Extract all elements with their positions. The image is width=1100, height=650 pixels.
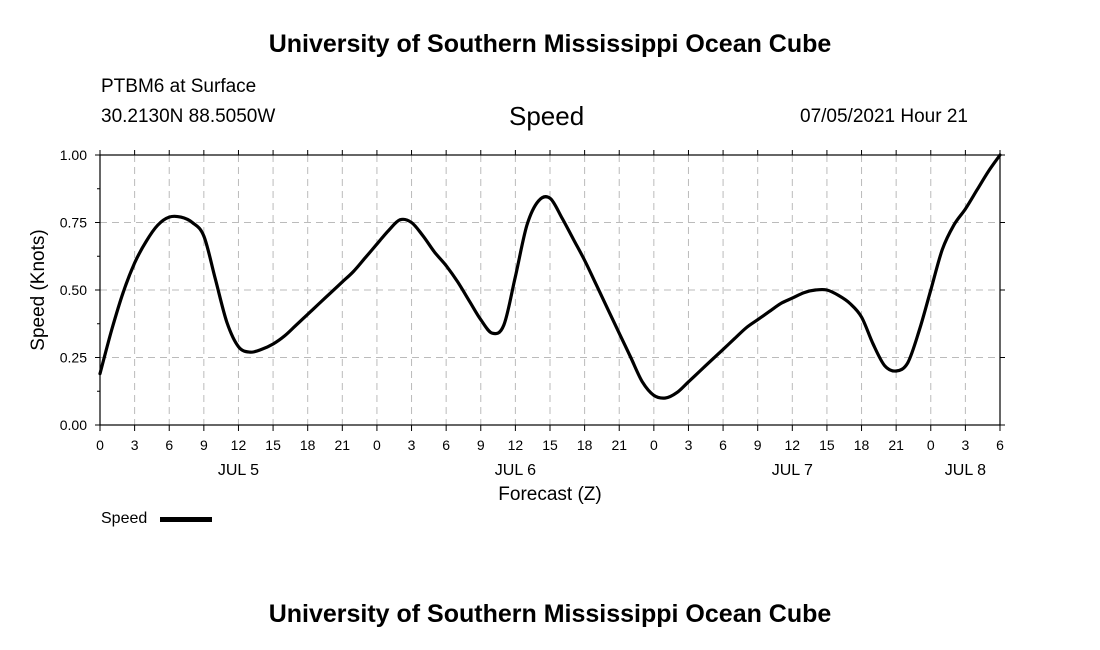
date-label: JUL 8 <box>945 462 986 479</box>
coordinates-label: 30.2130N 88.5050W <box>101 106 276 127</box>
x-tick-label: 21 <box>611 437 627 453</box>
x-tick-label: 6 <box>996 437 1004 453</box>
x-tick-label: 6 <box>442 437 450 453</box>
date-label: JUL 7 <box>772 462 813 479</box>
page-title: University of Southern Mississippi Ocean… <box>268 30 832 58</box>
y-axis: 0.00 0.25 0.50 0.75 1.00 <box>60 147 1005 433</box>
x-tick-label: 15 <box>542 437 558 453</box>
date-labels: JUL 5 JUL 6 JUL 7 JUL 8 <box>218 462 986 479</box>
y-axis-label: Speed (Knots) <box>28 229 49 350</box>
x-tick-label: 6 <box>165 437 173 453</box>
speed-chart: 0.00 0.25 0.50 0.75 1.00 0 3 6 9 12 15 18 21 0 3 6 9 12 1… <box>28 147 1005 505</box>
x-tick-label: 3 <box>408 437 416 453</box>
x-tick-label: 18 <box>300 437 316 453</box>
y-tick-label: 0.75 <box>60 215 87 231</box>
x-tick-label: 21 <box>888 437 904 453</box>
y-tick-label: 0.00 <box>60 417 87 433</box>
x-tick-label: 15 <box>819 437 835 453</box>
x-tick-label: 3 <box>131 437 139 453</box>
x-tick-label: 9 <box>477 437 485 453</box>
x-tick-label: 3 <box>685 437 693 453</box>
y-tick-label: 1.00 <box>60 147 87 163</box>
x-tick-label: 0 <box>96 437 104 453</box>
x-axis: 0 3 6 9 12 15 18 21 0 3 6 9 12 15 18 21 0 3 6 9 12 15 18 21 0 3 6 <box>96 150 1004 453</box>
x-tick-label: 18 <box>854 437 870 453</box>
y-tick-label: 0.50 <box>60 282 87 298</box>
x-tick-label: 6 <box>719 437 727 453</box>
legend-line-swatch <box>160 517 212 522</box>
x-tick-label: 15 <box>265 437 281 453</box>
date-label: JUL 6 <box>495 462 536 479</box>
footer-title: University of Southern Mississippi Ocean… <box>268 600 832 628</box>
x-tick-label: 21 <box>335 437 351 453</box>
station-label: PTBM6 at Surface <box>101 76 257 97</box>
x-tick-label: 12 <box>231 437 247 453</box>
grid <box>100 155 1000 425</box>
datetime-label: 07/05/2021 Hour 21 <box>800 106 968 127</box>
y-tick-label: 0.25 <box>60 350 87 366</box>
speed-series-line <box>98 153 1002 400</box>
x-tick-label: 12 <box>785 437 801 453</box>
x-tick-label: 18 <box>577 437 593 453</box>
x-tick-label: 0 <box>927 437 935 453</box>
x-tick-label: 9 <box>754 437 762 453</box>
x-tick-label: 0 <box>650 437 658 453</box>
date-label: JUL 5 <box>218 462 259 479</box>
legend-label: Speed <box>101 510 148 527</box>
x-tick-label: 3 <box>961 437 969 453</box>
x-tick-label: 9 <box>200 437 208 453</box>
x-axis-label: Forecast (Z) <box>498 484 601 505</box>
x-tick-label: 0 <box>373 437 381 453</box>
variable-title: Speed <box>509 101 585 131</box>
x-tick-label: 12 <box>508 437 524 453</box>
